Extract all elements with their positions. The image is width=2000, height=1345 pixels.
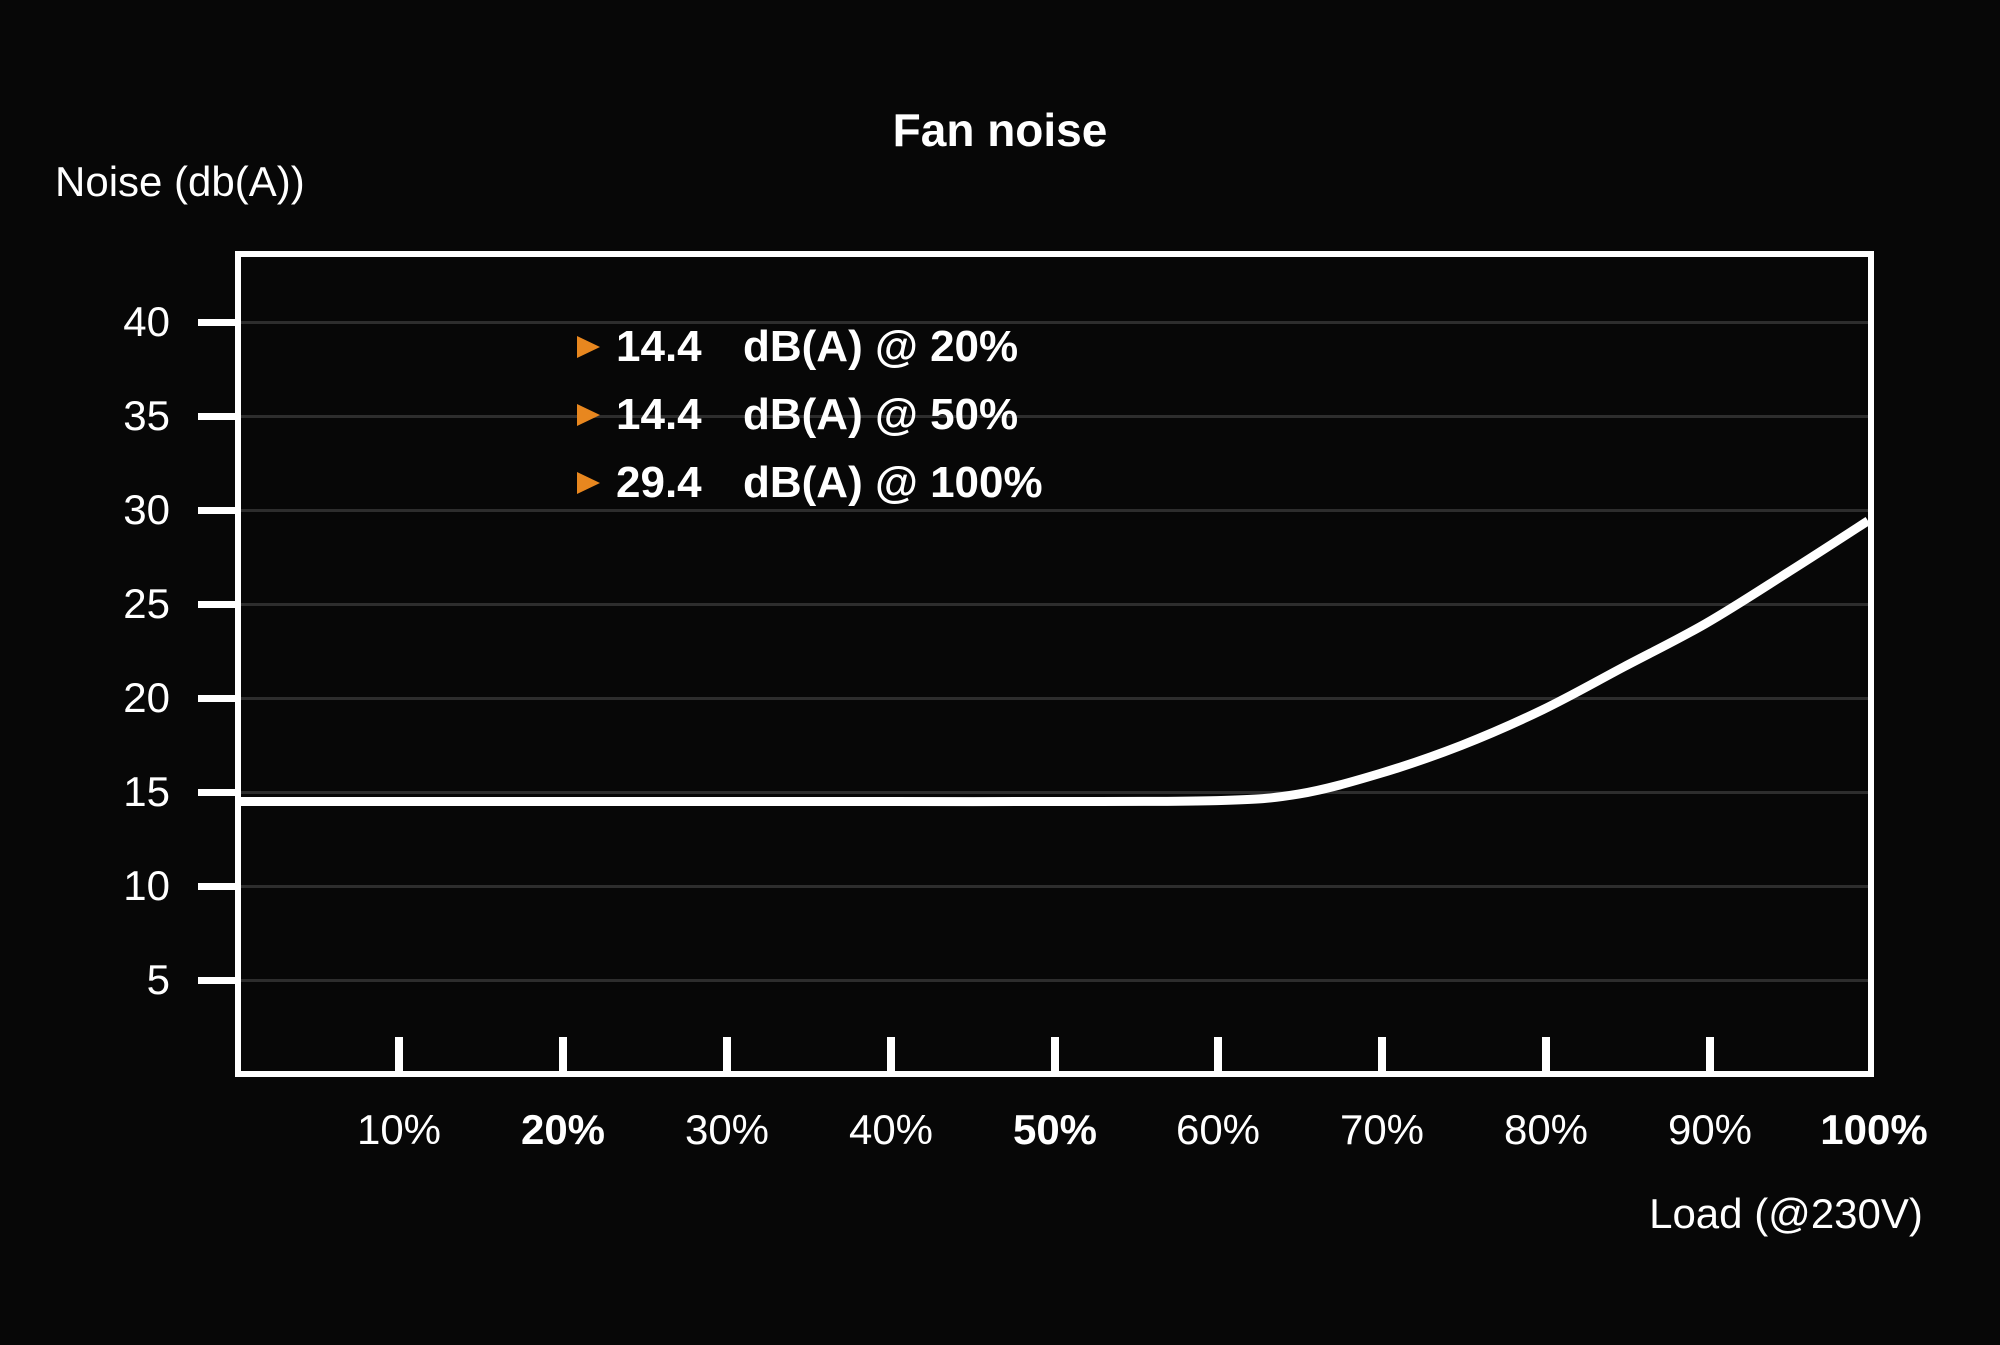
legend-label: dB(A) @ 20% xyxy=(743,322,1019,371)
legend-value: 14.4 xyxy=(616,390,702,439)
x-tick-label: 80% xyxy=(1503,1106,1589,1153)
x-tick-mark xyxy=(1378,1037,1386,1071)
gridline xyxy=(241,603,1868,606)
y-tick-mark xyxy=(198,695,238,702)
y-tick-label: 20 xyxy=(123,674,170,721)
y-tick-mark xyxy=(198,883,238,890)
triangle-right-icon xyxy=(577,336,600,358)
x-axis-label: Load (@230V) xyxy=(1649,1190,1923,1237)
triangle-right-icon xyxy=(577,404,600,426)
plot-inner xyxy=(241,257,1871,1071)
chart-title: Fan noise xyxy=(892,104,1108,156)
y-tick-mark xyxy=(198,601,238,608)
x-tick-label: 50% xyxy=(1012,1106,1098,1153)
noise-curve-path xyxy=(241,517,1871,807)
triangle-right-icon xyxy=(577,472,600,494)
gridline xyxy=(241,321,1868,324)
y-tick-mark xyxy=(198,507,238,514)
y-tick-label: 5 xyxy=(146,956,170,1003)
x-tick-label: 20% xyxy=(520,1106,606,1153)
x-tick-mark xyxy=(559,1037,567,1071)
y-tick-label: 40 xyxy=(123,298,170,345)
x-tick-label: 60% xyxy=(1175,1106,1261,1153)
legend-label: dB(A) @ 50% xyxy=(743,390,1019,439)
y-tick-mark xyxy=(198,319,238,326)
plot-area: 14.4 dB(A) @ 20% 14.4 dB(A) @ 50% 29.4 d… xyxy=(235,251,1874,1077)
y-tick-mark xyxy=(198,789,238,796)
x-tick-mark xyxy=(1542,1037,1550,1071)
gridline xyxy=(241,415,1868,418)
y-tick-mark xyxy=(198,977,238,984)
gridline xyxy=(241,979,1868,982)
legend-value: 14.4 xyxy=(616,322,702,371)
x-tick-mark xyxy=(723,1037,731,1071)
y-tick-label: 25 xyxy=(123,580,170,627)
gridline xyxy=(241,791,1868,794)
gridline xyxy=(241,509,1868,512)
y-tick-label: 10 xyxy=(123,862,170,909)
x-tick-label: 40% xyxy=(848,1106,934,1153)
y-tick-label: 15 xyxy=(123,768,170,815)
x-tick-mark xyxy=(395,1037,403,1071)
x-tick-label: 10% xyxy=(356,1106,442,1153)
x-tick-mark xyxy=(1214,1037,1222,1071)
x-tick-label: 100% xyxy=(1820,1106,1928,1153)
x-tick-label: 30% xyxy=(684,1106,770,1153)
gridline xyxy=(241,697,1868,700)
y-tick-label: 30 xyxy=(123,486,170,533)
x-tick-label: 70% xyxy=(1339,1106,1425,1153)
legend-value: 29.4 xyxy=(616,458,702,507)
x-tick-label: 90% xyxy=(1667,1106,1753,1153)
y-tick-label: 35 xyxy=(123,392,170,439)
y-tick-mark xyxy=(198,413,238,420)
y-axis-label: Noise (db(A)) xyxy=(55,158,305,205)
legend-label: dB(A) @ 100% xyxy=(743,458,1043,507)
x-tick-mark xyxy=(1706,1037,1714,1071)
x-tick-mark xyxy=(1051,1037,1059,1071)
gridline xyxy=(241,885,1868,888)
noise-curve xyxy=(241,517,1871,807)
x-tick-mark xyxy=(887,1037,895,1071)
